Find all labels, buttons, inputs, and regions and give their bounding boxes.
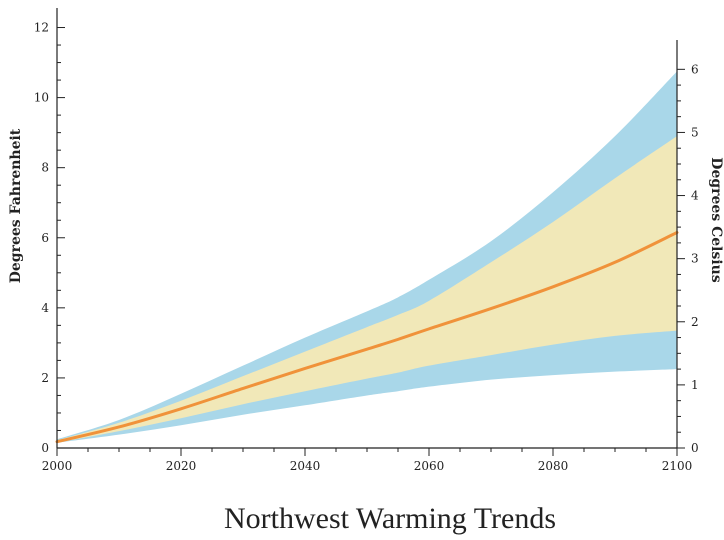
x-tick-label: 2060 [414, 459, 445, 473]
y2-tick-label: 4 [691, 189, 699, 203]
y-tick-label: 10 [34, 91, 49, 105]
x-tick-label: 2040 [290, 459, 321, 473]
y2-tick-label: 1 [691, 378, 699, 392]
y-tick-label: 0 [41, 441, 49, 455]
y2-tick-label: 6 [691, 62, 699, 76]
y2-tick-label: 5 [691, 125, 699, 139]
x-tick-label: 2020 [166, 459, 197, 473]
y2-tick-label: 2 [691, 315, 699, 329]
bands [57, 71, 677, 443]
lines [55, 231, 679, 444]
mean-line [55, 231, 679, 444]
y-tick-label: 6 [41, 231, 49, 245]
y-axis-title: Degrees Fahrenheit [8, 128, 24, 283]
y-tick-label: 12 [34, 21, 49, 35]
y-tick-label: 2 [41, 371, 49, 385]
range-band-1 [57, 136, 677, 443]
y2-axis-title: Degrees Celsius [708, 157, 724, 283]
x-tick-label: 2000 [42, 459, 73, 473]
y2-tick-label: 3 [691, 252, 699, 266]
chart-title: Northwest Warming Trends [224, 502, 556, 535]
y-tick-label: 8 [41, 161, 49, 175]
x-tick-label: 2080 [538, 459, 569, 473]
y-tick-label: 4 [41, 301, 49, 315]
range-band-0 [57, 71, 677, 443]
x-tick-label: 2100 [662, 459, 693, 473]
y2-tick-label: 0 [691, 441, 699, 455]
